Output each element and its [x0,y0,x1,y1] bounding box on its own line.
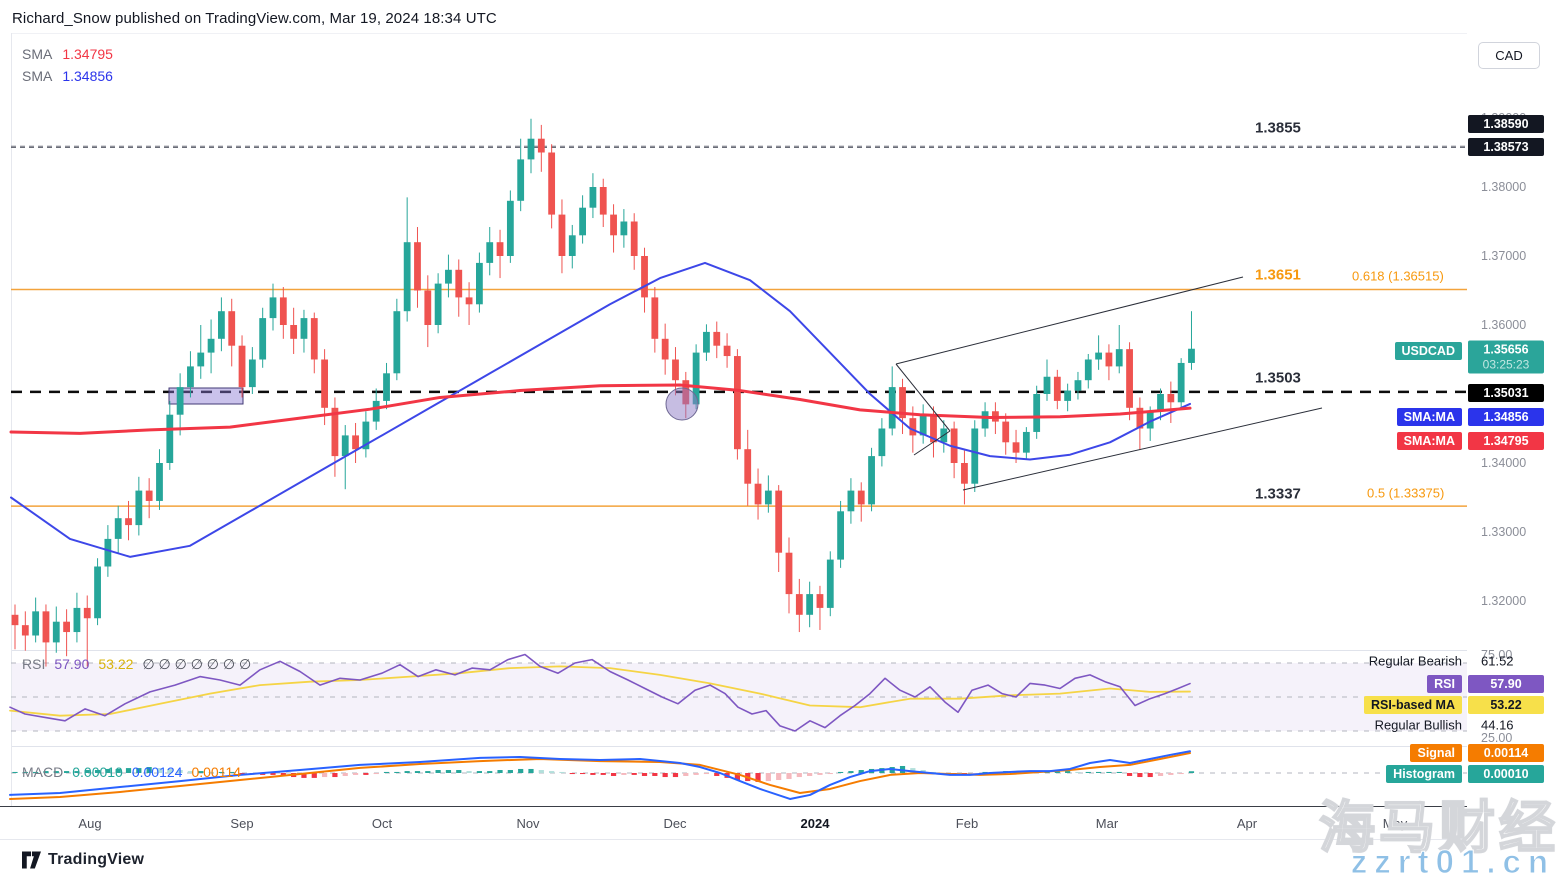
legend-sma-blue[interactable]: SMA 1.34856 [22,68,113,84]
pane-label-rsi-based-ma: RSI-based MA [1363,696,1462,714]
page-title: Richard_Snow published on TradingView.co… [12,10,497,27]
tradingview-branding[interactable]: TradingView [22,851,144,869]
rsi-legend-title: RSI [22,656,46,672]
price-tick: 75.00 [1481,648,1513,662]
level-label: 0.618 (1.36515) [1352,268,1444,284]
macd-legend[interactable]: MACD 0.00010 0.00124 0.00114 [22,764,241,780]
price-tick: 1.38000 [1481,180,1527,194]
rsi-legend[interactable]: RSI 57.90 53.22 ∅ ∅ ∅ ∅ ∅ ∅ ∅ [22,656,251,673]
macd-hist-value: 0.00010 [72,764,123,780]
legend-sma-blue-value: 1.34856 [62,68,113,84]
time-axis[interactable]: Aug Sep Oct Nov Dec 2024 Feb Mar Apr May [0,806,1467,840]
time-tick: Apr [1236,816,1258,831]
time-tick: Mar [1095,816,1119,831]
legend-sma-red-value: 1.34795 [62,46,113,62]
pane-label-rsi: RSI [1427,675,1462,693]
pane-label-regular-bearish: Regular Bearish [1368,653,1462,669]
price-axis-badge: 44.16 [1481,717,1514,733]
time-tick: Sep [230,816,254,831]
countdown: 03:25:23 [1482,357,1530,372]
price-tick: 1.37000 [1481,249,1527,263]
price-tick: 25.00 [1481,731,1513,745]
tradingview-logo-text: TradingView [48,851,145,868]
price-axis-badge: 0.00114 [1468,744,1544,762]
price-axis-badge: 1.38590 [1468,115,1544,133]
rsi-ma-value: 53.22 [98,656,134,672]
watermark-url: zzrt01.cn [1350,843,1555,881]
legend-sma-red[interactable]: SMA 1.34795 [22,46,113,62]
time-tick: Nov [516,816,540,831]
time-tick: Feb [955,816,979,831]
price-axis[interactable]: 1.390001.380001.370001.360001.340001.330… [1467,33,1563,840]
level-label: 1.3651 [1255,266,1301,284]
price-tick: 1.33000 [1481,525,1527,539]
time-tick: Oct [371,816,393,831]
price-axis-badge: 57.90 [1468,675,1544,693]
price-axis-badge: 1.38573 [1468,138,1544,156]
macd-legend-title: MACD [22,764,64,780]
pane-label-usdcad: USDCAD [1394,342,1462,360]
tradingview-logo-icon [22,851,41,869]
rsi-divergence-zeros: ∅ ∅ ∅ ∅ ∅ ∅ ∅ [142,656,252,672]
pane-label-regular-bullish: Regular Bullish [1374,717,1462,733]
level-label: 1.3337 [1255,485,1301,503]
price-tick: 1.32000 [1481,594,1527,608]
time-tick: Dec [663,816,687,831]
rsi-value: 57.90 [54,656,90,672]
currency-button[interactable]: CAD [1478,42,1540,69]
watermark-cn: 海马财经 [1318,795,1559,860]
legend-sma-blue-label: SMA [22,68,53,84]
time-tick: 2024 [800,816,830,831]
price-axis-badge: 53.22 [1468,696,1544,714]
level-label: 1.3503 [1255,369,1301,387]
pane-label-sma-ma: SMA:MA [1396,432,1462,450]
macd-signal-value: 0.00114 [191,764,242,780]
macd-line-value: 0.00124 [131,764,183,780]
level-label: 1.3855 [1255,119,1301,137]
level-label: 0.5 (1.33375) [1367,485,1445,501]
price-axis-badge: 1.34856 [1468,408,1544,426]
price-axis-badge: 1.34795 [1468,432,1544,450]
price-tick: 1.36000 [1481,318,1527,332]
price-axis-badge: 1.35656 03:25:23 [1468,340,1544,374]
price-tick: 1.34000 [1481,456,1527,470]
pane-label-sma-ma: SMA:MA [1396,408,1462,426]
legend-sma-red-label: SMA [22,46,53,62]
time-tick: Aug [78,816,102,831]
time-tick: May [1382,816,1408,831]
pane-label-signal: Signal [1410,744,1462,762]
pane-label-histogram: Histogram [1386,765,1462,783]
price-axis-badge: 61.52 [1481,653,1514,669]
price-axis-badge: 0.00010 [1468,765,1544,783]
price-axis-badge: 1.35031 [1468,384,1544,402]
